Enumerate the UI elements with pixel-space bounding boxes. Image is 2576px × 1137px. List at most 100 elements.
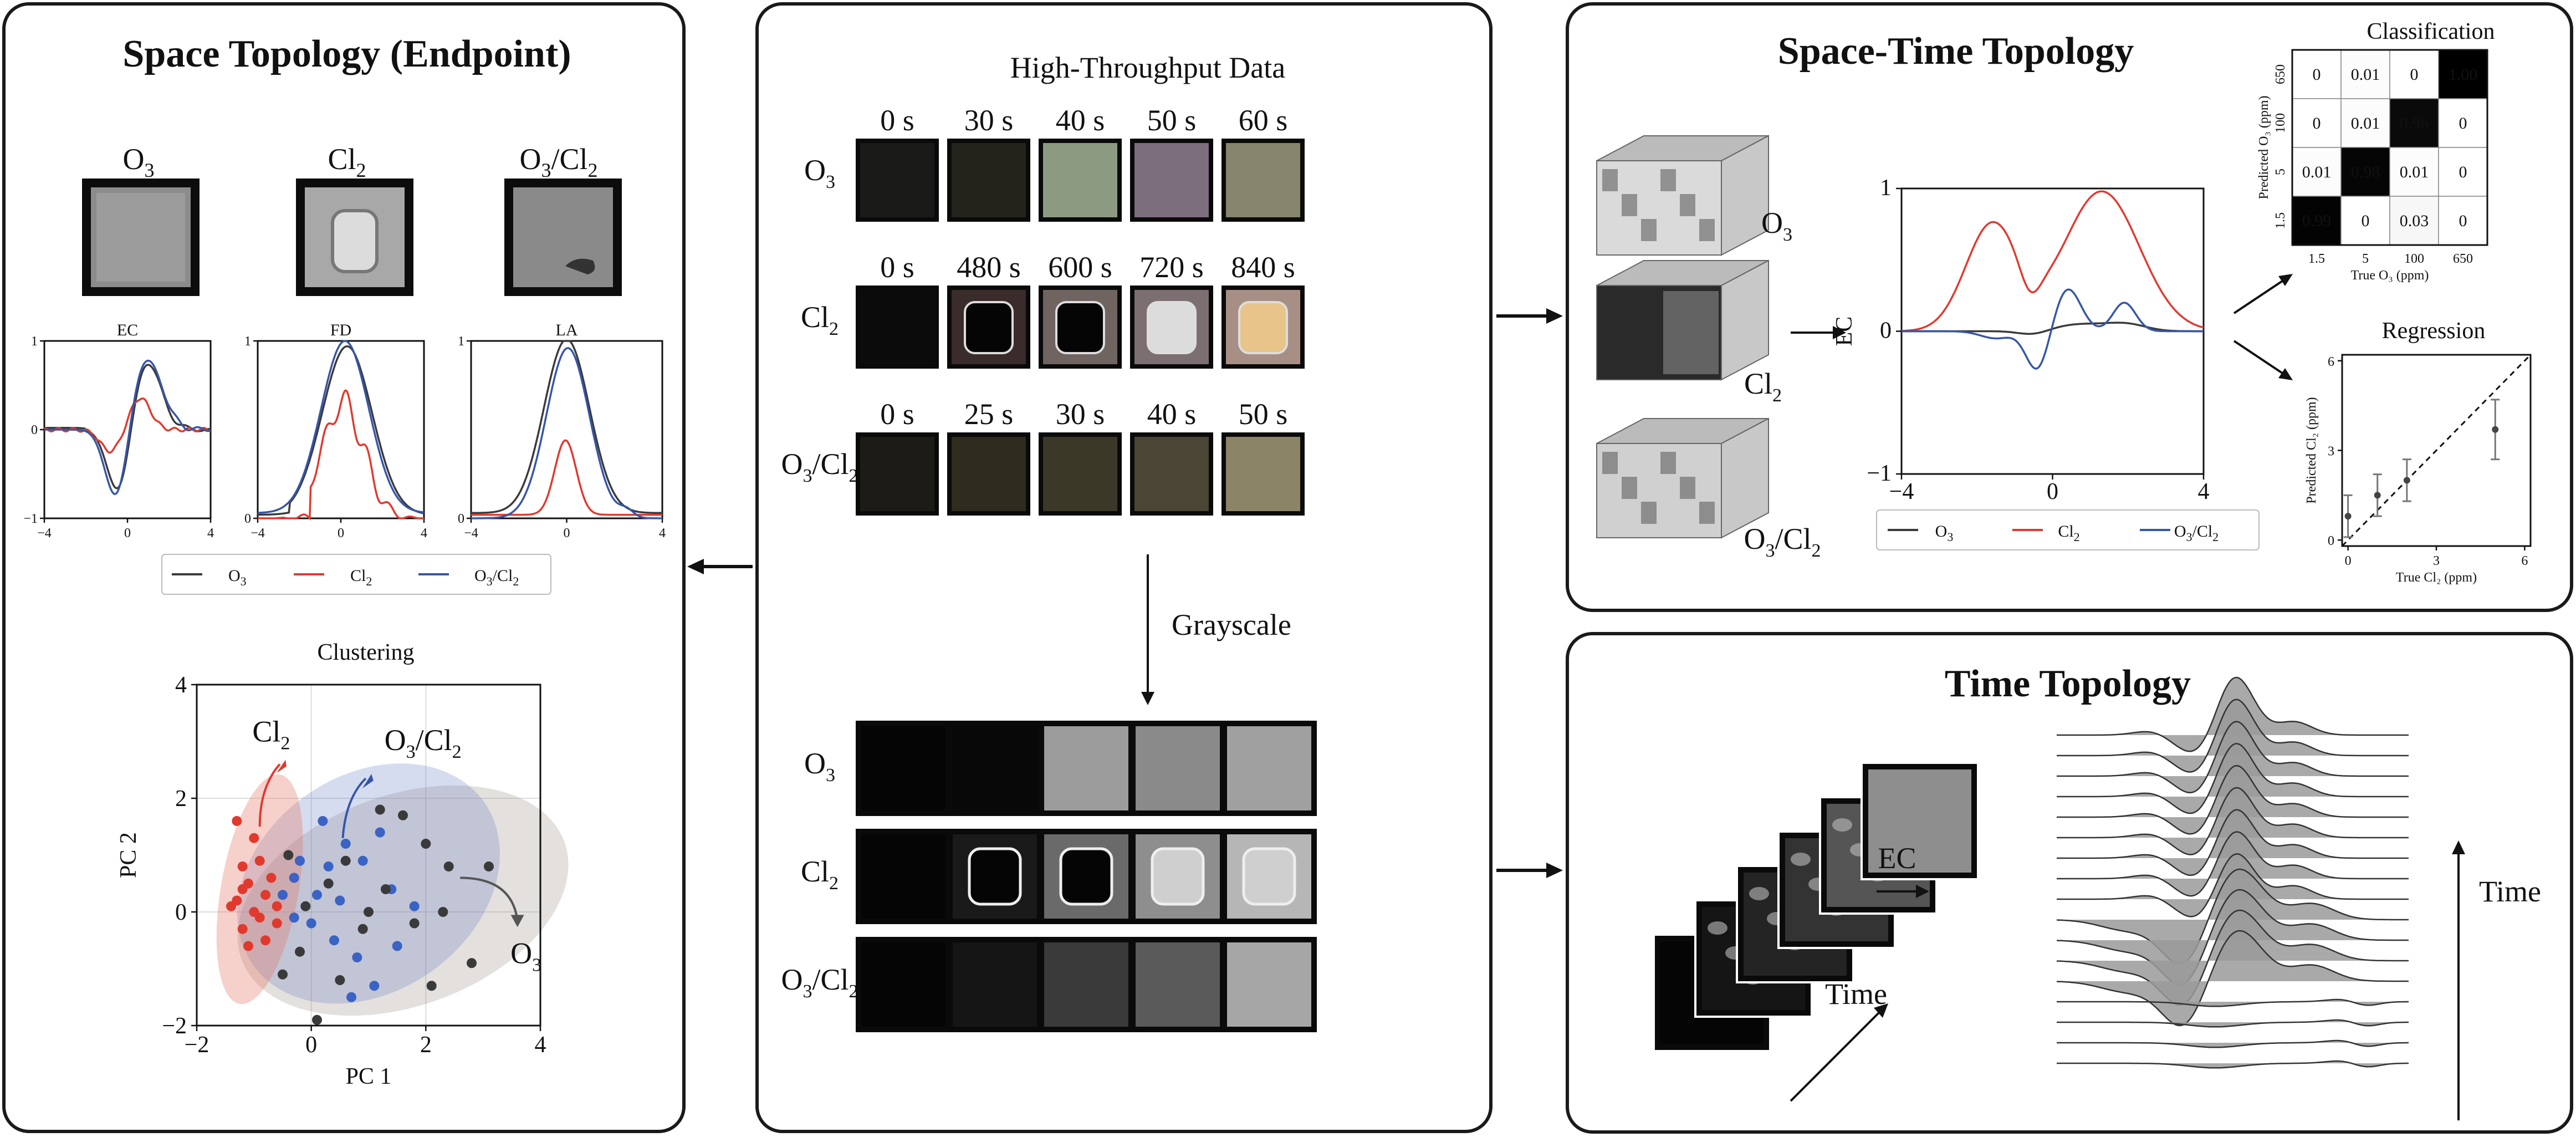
ridgeline-curve — [2057, 998, 2409, 1007]
cluster-point-mix — [409, 901, 420, 911]
cluster-point-o3 — [364, 907, 374, 917]
ec-ridgeline-plot — [2056, 676, 2409, 1069]
cluster-point-mix — [312, 890, 322, 900]
regression-point — [2403, 477, 2410, 484]
cluster-point-mix — [278, 890, 288, 900]
regression-xtick-label: 6 — [2521, 554, 2528, 568]
gray-image — [861, 726, 945, 810]
regression-point — [2344, 513, 2352, 520]
ec-ytick-label: 0 — [1880, 318, 1892, 344]
space-time-panel: Space-Time Topology O3 Cl2 O3/Cl2 1 0 −1 −4 0 4… — [1566, 2, 2573, 612]
cube-texture — [1622, 477, 1637, 499]
cluster-point-mix — [357, 855, 368, 866]
cluster-point-mix — [375, 827, 385, 838]
ridgeline-curve — [2057, 676, 2409, 752]
cluster-point-cl2 — [237, 924, 248, 934]
cube-texture — [1699, 219, 1715, 241]
ridgeline-curve — [2057, 1019, 2409, 1028]
time-image-stack — [1653, 762, 1979, 1052]
cluster-arrowhead-mix — [362, 774, 374, 789]
matrix-cell — [2340, 196, 2390, 246]
clustering-scatter: −2 0 2 4 4 2 0 −2 PC 1 PC 2 Cl2 O3/Cl2 O3 — [116, 672, 569, 1089]
cluster-point-mix — [340, 839, 351, 849]
matrix-col-label: 100 — [2404, 252, 2424, 266]
cluster-point-o3 — [438, 907, 448, 917]
matrix-col-label: 1.5 — [2308, 252, 2325, 266]
time-label: 0 s — [880, 397, 914, 431]
ec-xtick-label: 0 — [2047, 479, 2058, 504]
cluster-point-cl2 — [272, 901, 282, 911]
matrix-value: 0.99 — [2302, 212, 2332, 230]
curve-plot-ec: EC 1 0 −1−4 0 4 — [23, 321, 214, 541]
time-topology-title: Time Topology — [1945, 662, 2191, 705]
cluster-point-o3 — [426, 981, 437, 991]
cluster-xtick-label: 4 — [535, 1032, 546, 1058]
curve-ytick-label: −1 — [23, 512, 38, 526]
grayscale-arrow — [1141, 554, 1154, 705]
cube-texture — [1660, 452, 1676, 474]
gray-image-spot — [1242, 847, 1296, 906]
gray-image-spot — [1059, 847, 1113, 906]
color-image-grid: O3 0 s 30 s 40 s 50 s 60 s Cl2 0 s 480 s 600 s 720… — [781, 104, 1305, 516]
curve-plot-frame — [470, 340, 663, 519]
curve-plot-frame — [257, 340, 425, 519]
curve-series-0 — [258, 345, 425, 516]
curve-series-0 — [44, 364, 211, 490]
cube-texture — [1699, 502, 1715, 524]
cluster-point-o3 — [278, 969, 288, 980]
color-image — [860, 290, 934, 364]
ec-legend-label: O3 — [1935, 522, 1954, 544]
time-label: 0 s — [880, 251, 914, 284]
regression-xtick-label: 0 — [2345, 554, 2352, 568]
ridgeline-curve — [2057, 721, 2409, 794]
matrix-cell — [2292, 147, 2342, 197]
row-label-gray: O3/Cl2 — [781, 963, 858, 1002]
clustering-title: Clustering — [318, 640, 415, 665]
ridgeline-curve — [2057, 853, 2409, 917]
endpoint-image-o3 — [82, 179, 200, 296]
curve-series-0 — [471, 340, 663, 514]
cube-texture — [1622, 194, 1637, 216]
curve-series-2 — [44, 359, 211, 496]
cluster-point-mix — [323, 861, 334, 871]
cluster-frame — [196, 684, 541, 1027]
regression-ytick-label: 3 — [2328, 445, 2334, 459]
color-image — [1134, 437, 1209, 511]
grayscale-image-grid: O3 Cl2 O3/Cl2 — [781, 721, 1317, 1032]
gray-image — [1227, 942, 1311, 1027]
cluster-point-o3 — [300, 901, 311, 911]
cluster-label-cl2: Cl2 — [252, 715, 290, 754]
matrix-value: 0.01 — [2302, 163, 2332, 181]
ec-label: EC — [1878, 842, 1916, 875]
space-time-cube — [1596, 259, 1769, 381]
matrix-value: 0 — [2362, 212, 2370, 230]
cube-shade — [1663, 291, 1719, 374]
cluster-ytick-label: −2 — [162, 1013, 187, 1039]
stack-blob — [1832, 818, 1852, 832]
legend-label-o3: O3 — [228, 567, 247, 588]
cluster-point-o3 — [323, 878, 334, 889]
time-label: 840 s — [1231, 251, 1295, 284]
cluster-xlabel: PC 1 — [346, 1064, 392, 1089]
curve-plot-title: FD — [330, 321, 351, 339]
space-time-cube — [1596, 135, 1769, 256]
gray-image-spot — [968, 847, 1022, 906]
curve-xtick-label: 0 — [338, 526, 344, 541]
classification-title: Classification — [2367, 19, 2495, 44]
cluster-point-mix — [352, 952, 362, 962]
color-image — [1226, 143, 1300, 217]
gray-image — [1044, 942, 1128, 1027]
cluster-point-o3 — [398, 810, 408, 820]
matrix-value: 1.00 — [2449, 65, 2478, 84]
matrix-value: 0 — [2313, 65, 2321, 84]
cluster-point-cl2 — [249, 833, 259, 843]
ec-arrow — [1877, 885, 1929, 898]
ec-xtick-label: 4 — [2198, 479, 2210, 504]
color-image — [1043, 437, 1117, 511]
cluster-point-o3 — [312, 1014, 322, 1025]
regression-identity-line — [2341, 354, 2532, 547]
curve-series-1 — [471, 439, 662, 516]
matrix-value: 0 — [2459, 212, 2467, 230]
cluster-point-o3 — [421, 839, 431, 849]
